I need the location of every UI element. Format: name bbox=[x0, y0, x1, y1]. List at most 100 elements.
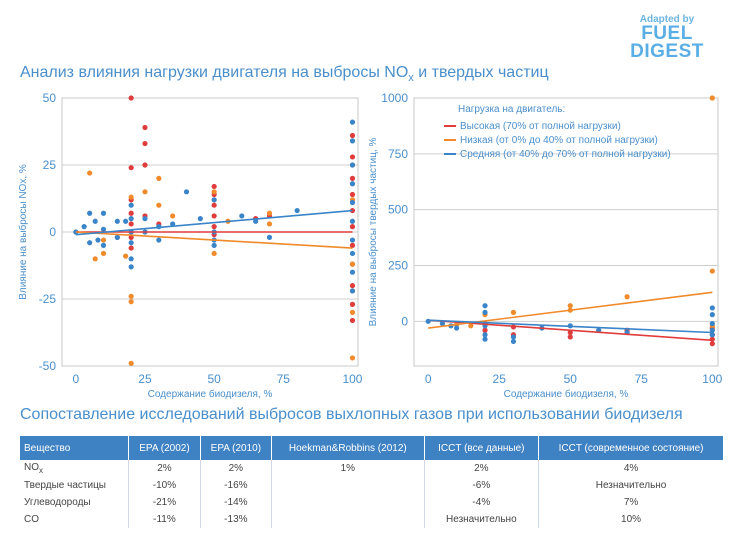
data-point-mid bbox=[123, 218, 129, 224]
y-tick-label: -50 bbox=[39, 359, 57, 373]
data-point-low bbox=[100, 250, 107, 257]
y-axis-title: Влияние на выбросы твердых частиц, % bbox=[367, 138, 379, 327]
table-cell bbox=[271, 511, 425, 528]
y-tick-label: 25 bbox=[43, 158, 57, 172]
brand-small-text: Adapted by bbox=[639, 14, 695, 25]
table-cell: -10% bbox=[128, 477, 201, 494]
data-point-mid bbox=[128, 240, 134, 246]
table-header-cell: Вещество bbox=[20, 436, 130, 460]
x-tick-label: 25 bbox=[493, 372, 507, 386]
data-point-low bbox=[349, 309, 356, 315]
comparison-table: Вещество EPA (2002) EPA (2010) Hoekman&Robb… bbox=[20, 436, 723, 528]
table-cell: Твердые частицы bbox=[20, 477, 130, 494]
data-point-low bbox=[567, 303, 573, 309]
data-point-mid bbox=[482, 332, 488, 338]
table-cell: 7% bbox=[623, 497, 639, 508]
data-point-low bbox=[128, 360, 134, 366]
data-point-high bbox=[349, 132, 356, 139]
y-tick-label: 1000 bbox=[381, 91, 408, 105]
data-point-mid bbox=[349, 237, 356, 243]
table-cell: Углеводороды bbox=[20, 494, 130, 511]
data-point-low bbox=[709, 268, 715, 274]
table-row: Твердые частицы -10% -16% -6% Незначительно bbox=[20, 477, 723, 494]
data-point-low bbox=[349, 261, 356, 267]
data-point-low bbox=[128, 299, 134, 305]
table-header-cell: EPA (2002) bbox=[128, 436, 201, 460]
data-point-high bbox=[709, 336, 715, 342]
table-cell: -14% bbox=[200, 494, 273, 511]
y-tick-label: 0 bbox=[401, 314, 408, 328]
data-point-high bbox=[349, 301, 356, 307]
brand-logo: Adapted by FUEL DIGEST bbox=[612, 14, 722, 61]
charts-title: Анализ влияния нагрузки двигателя на выб… bbox=[20, 64, 549, 85]
data-point-mid bbox=[482, 303, 488, 309]
data-point-mid bbox=[128, 264, 134, 270]
data-point-low bbox=[92, 256, 98, 262]
table-cell: Незначительно bbox=[424, 511, 540, 528]
data-point-mid bbox=[510, 338, 517, 345]
x-tick-label: 75 bbox=[277, 372, 291, 386]
data-point-low bbox=[624, 294, 630, 300]
trend-line-mid bbox=[75, 209, 353, 236]
data-point-mid bbox=[95, 237, 101, 243]
table-title: Сопоставление исследований выбросов выхл… bbox=[20, 406, 683, 423]
data-point-high bbox=[482, 327, 488, 333]
data-point-mid bbox=[510, 334, 517, 340]
table-cell: 1% bbox=[271, 460, 425, 477]
y-tick-label: 750 bbox=[388, 147, 408, 161]
table-cell: 2% bbox=[200, 460, 273, 477]
data-point-mid bbox=[349, 162, 356, 168]
y-tick-label: 250 bbox=[388, 259, 408, 273]
data-point-high bbox=[349, 175, 356, 181]
data-point-mid bbox=[211, 242, 217, 248]
data-point-high bbox=[142, 124, 148, 131]
x-axis-title: Содержание биодизеля, % bbox=[148, 388, 273, 400]
data-point-low bbox=[100, 237, 107, 243]
trend-line-mid bbox=[428, 319, 713, 334]
x-tick-label: 0 bbox=[425, 372, 432, 386]
data-point-mid bbox=[709, 305, 715, 311]
data-point-high bbox=[211, 224, 217, 230]
data-point-mid bbox=[239, 213, 245, 219]
data-point-mid bbox=[482, 336, 488, 342]
data-point-mid bbox=[349, 138, 356, 144]
table-cell: NOx bbox=[20, 460, 130, 477]
data-point-low bbox=[156, 202, 162, 208]
data-point-high bbox=[128, 210, 134, 216]
y-tick-label: -25 bbox=[39, 292, 57, 306]
y-tick-label: 0 bbox=[49, 225, 56, 239]
data-point-high bbox=[128, 95, 134, 101]
table-header-cell: ICCT (все данные) bbox=[424, 436, 540, 460]
data-point-low bbox=[128, 293, 134, 299]
table-cell: -13% bbox=[200, 511, 273, 528]
table-row: CO -11% -13% Незначительно 10% bbox=[20, 511, 723, 528]
table-header-cell: ICCT (современное состояние) bbox=[538, 436, 723, 460]
table-row: Углеводороды -21% -14% -4% 7% bbox=[20, 494, 723, 511]
data-point-low bbox=[170, 213, 176, 219]
data-point-high bbox=[211, 202, 217, 208]
data-point-mid bbox=[349, 119, 356, 125]
x-tick-label: 50 bbox=[207, 372, 221, 386]
brand-large-text-2: DIGEST bbox=[630, 41, 704, 62]
table-cell bbox=[271, 494, 425, 511]
data-point-mid bbox=[183, 189, 190, 195]
data-point-low bbox=[266, 210, 273, 216]
data-point-low bbox=[128, 194, 134, 200]
table-cell: -4% bbox=[424, 494, 540, 511]
data-point-low bbox=[211, 189, 217, 195]
table-header-row: Вещество EPA (2002) EPA (2010) Hoekman&Robb… bbox=[20, 436, 723, 460]
data-point-mid bbox=[92, 218, 98, 224]
data-point-high bbox=[567, 334, 573, 340]
x-tick-label: 100 bbox=[342, 372, 362, 386]
data-point-mid bbox=[709, 327, 715, 333]
data-point-high bbox=[349, 283, 356, 289]
x-tick-label: 100 bbox=[702, 372, 722, 386]
brand-large-text-1: FUEL bbox=[641, 23, 693, 44]
data-point-low bbox=[123, 253, 129, 259]
x-tick-label: 75 bbox=[635, 372, 649, 386]
table-cell: -11% bbox=[128, 511, 201, 528]
data-point-mid bbox=[439, 320, 446, 327]
data-point-mid bbox=[709, 312, 715, 318]
table-cell bbox=[271, 477, 425, 494]
y-axis-title: Влияние на выбросы NOx, % bbox=[17, 164, 29, 300]
